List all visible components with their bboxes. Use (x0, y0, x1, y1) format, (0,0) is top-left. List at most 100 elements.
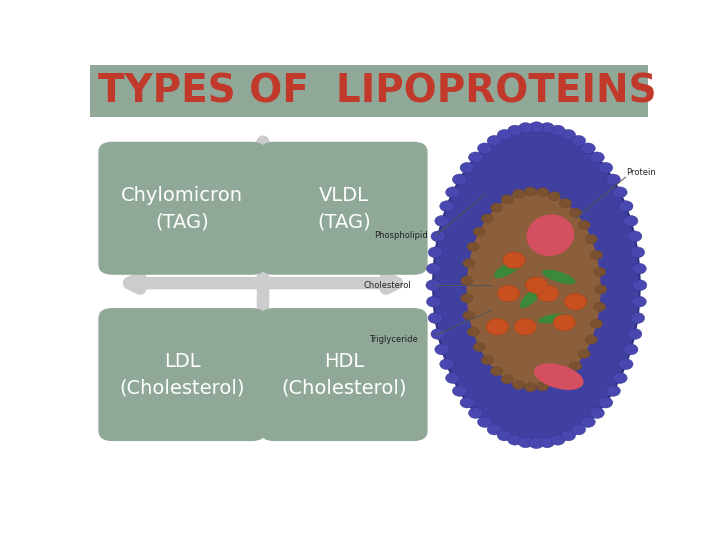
Circle shape (536, 188, 549, 197)
Circle shape (551, 434, 565, 445)
Circle shape (486, 319, 508, 335)
Circle shape (581, 416, 595, 428)
Circle shape (446, 187, 460, 198)
Ellipse shape (494, 259, 523, 278)
Text: Phospholipid: Phospholipid (374, 231, 428, 240)
Circle shape (548, 192, 560, 201)
Circle shape (598, 397, 613, 408)
Circle shape (473, 227, 485, 237)
Circle shape (578, 220, 590, 230)
Circle shape (570, 208, 582, 217)
Circle shape (426, 280, 441, 291)
Circle shape (593, 267, 606, 276)
Circle shape (613, 187, 627, 198)
Circle shape (540, 123, 554, 133)
Bar (431, 119, 642, 460)
Circle shape (618, 201, 633, 212)
Circle shape (477, 143, 492, 154)
Circle shape (461, 276, 473, 285)
Circle shape (501, 375, 513, 384)
Circle shape (524, 187, 536, 196)
Circle shape (536, 285, 559, 302)
Circle shape (487, 136, 502, 146)
Circle shape (590, 408, 604, 418)
Circle shape (467, 327, 480, 336)
Circle shape (428, 247, 443, 258)
Ellipse shape (542, 269, 575, 284)
Circle shape (540, 437, 554, 448)
Circle shape (490, 203, 503, 212)
Circle shape (473, 342, 485, 352)
Circle shape (581, 143, 595, 154)
Circle shape (481, 355, 493, 364)
Circle shape (469, 152, 483, 163)
Text: VLDL
(TAG): VLDL (TAG) (317, 186, 371, 231)
Circle shape (606, 174, 621, 185)
Circle shape (529, 122, 544, 133)
Circle shape (460, 397, 474, 408)
Circle shape (503, 252, 525, 268)
Text: TYPES OF  LIPOPROTEINS: TYPES OF LIPOPROTEINS (99, 73, 657, 111)
Circle shape (632, 280, 647, 291)
Ellipse shape (433, 127, 639, 443)
Circle shape (536, 382, 549, 391)
Circle shape (498, 130, 512, 140)
Circle shape (463, 311, 475, 320)
Circle shape (627, 329, 642, 340)
Circle shape (571, 424, 585, 435)
Circle shape (428, 313, 443, 323)
FancyBboxPatch shape (260, 141, 428, 275)
FancyBboxPatch shape (99, 308, 266, 441)
Circle shape (632, 296, 647, 307)
Circle shape (452, 174, 467, 185)
Circle shape (598, 163, 613, 173)
Circle shape (559, 199, 572, 208)
Circle shape (440, 359, 454, 369)
Circle shape (590, 152, 604, 163)
Circle shape (514, 319, 536, 335)
Ellipse shape (526, 214, 575, 256)
Bar (90, 65, 648, 117)
Text: HDL
(Cholesterol): HDL (Cholesterol) (281, 352, 407, 397)
Circle shape (585, 335, 598, 344)
Text: Protein: Protein (626, 168, 655, 178)
Circle shape (469, 408, 483, 418)
Circle shape (487, 424, 502, 435)
Circle shape (435, 344, 449, 355)
Circle shape (463, 259, 475, 268)
Circle shape (564, 293, 587, 310)
Circle shape (585, 234, 598, 244)
Circle shape (529, 438, 544, 449)
Text: LDL
(Cholesterol): LDL (Cholesterol) (120, 352, 245, 397)
Circle shape (553, 314, 575, 331)
Circle shape (467, 242, 480, 252)
Circle shape (508, 125, 522, 136)
Ellipse shape (520, 287, 541, 308)
Circle shape (440, 201, 454, 212)
Circle shape (578, 349, 590, 359)
Circle shape (613, 373, 627, 383)
Circle shape (551, 125, 565, 136)
Circle shape (431, 231, 446, 242)
Circle shape (498, 430, 512, 441)
Text: Triglyceride: Triglyceride (369, 335, 418, 344)
Circle shape (524, 383, 536, 391)
Circle shape (477, 416, 492, 428)
Circle shape (571, 136, 585, 146)
Circle shape (513, 380, 525, 389)
Circle shape (595, 285, 607, 294)
Circle shape (498, 285, 520, 302)
Circle shape (618, 359, 633, 369)
Circle shape (624, 344, 638, 355)
Circle shape (630, 313, 644, 323)
Circle shape (518, 123, 533, 133)
Circle shape (435, 215, 449, 226)
Circle shape (561, 430, 575, 441)
Circle shape (590, 251, 603, 260)
Ellipse shape (534, 363, 584, 390)
Circle shape (630, 247, 644, 258)
FancyBboxPatch shape (260, 308, 428, 441)
Circle shape (526, 277, 548, 294)
Circle shape (548, 378, 560, 387)
Circle shape (606, 386, 621, 396)
